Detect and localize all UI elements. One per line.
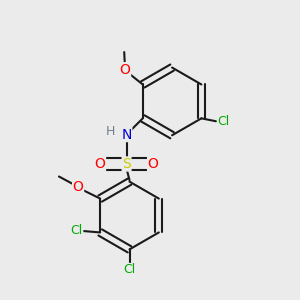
Text: Cl: Cl <box>218 115 230 128</box>
Text: O: O <box>94 157 106 171</box>
Text: H: H <box>106 125 115 138</box>
Text: Cl: Cl <box>70 224 83 238</box>
Text: N: N <box>122 128 132 142</box>
Text: Cl: Cl <box>123 263 136 277</box>
Text: O: O <box>120 63 130 77</box>
Text: S: S <box>122 157 131 171</box>
Text: O: O <box>148 157 158 171</box>
Text: O: O <box>73 180 83 194</box>
